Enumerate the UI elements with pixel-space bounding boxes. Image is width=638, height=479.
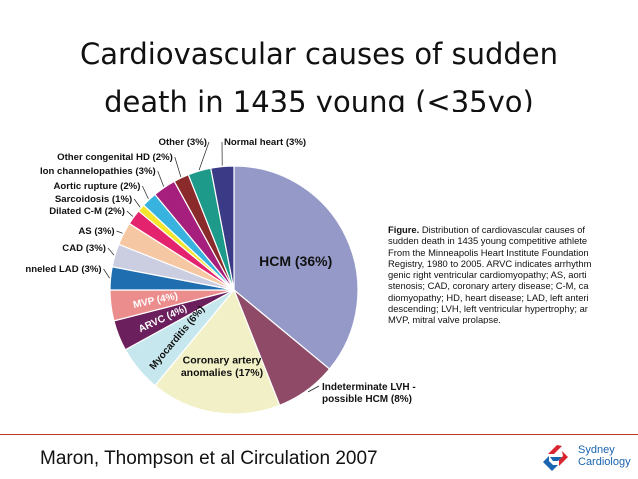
leader-line-14 — [198, 141, 210, 171]
slice-label-2-line0: Coronary artery — [183, 354, 262, 366]
leader-line-12 — [157, 170, 165, 187]
outside-label-6: nneled LAD (3%) — [25, 264, 101, 275]
outside-label-9: Dilated C-M (2%) — [49, 206, 125, 217]
leader-line-7 — [107, 247, 115, 256]
outside-label-10: Sarcoidosis (1%) — [55, 194, 132, 205]
caption-line1: Distribution of cardiovascular causes of — [419, 224, 585, 235]
slice-label-1-line0: Indeterminate LVH - — [322, 382, 416, 393]
pie-slice-15 — [210, 165, 235, 291]
caption-line9: MVP, mitral valve prolapse. — [388, 314, 501, 324]
outside-label-15: Normal heart (3%) — [224, 137, 306, 148]
caption-line7: diomyopathy; HD, heart disease; LAD, lef… — [388, 291, 589, 303]
slice-label-0-line0: HCM (36%) — [259, 253, 332, 269]
pie-slice-2 — [154, 288, 281, 415]
caption-line8: descending; LVH, left ventricular hypert… — [388, 303, 588, 315]
slice-label-1-line1: possible HCM (8%) — [322, 394, 412, 405]
caption-line5: genic right ventricular cardiomyopathy; … — [388, 269, 587, 281]
leader-line-13 — [174, 156, 182, 178]
logo-mark-icon — [543, 445, 568, 471]
sydney-cardiology-logo: Sydney Cardiology — [540, 443, 634, 473]
leader-line-9 — [126, 210, 134, 217]
caption-line3: From the Minneapolis Heart Institute Fou… — [388, 246, 589, 258]
logo-text-line1: Sydney — [578, 444, 615, 456]
leader-line-11 — [142, 185, 149, 200]
logo-text-line2: Cardiology — [578, 456, 631, 468]
outside-label-11: Aortic rupture (2%) — [54, 181, 141, 192]
leader-line-1 — [307, 385, 320, 393]
outside-label-7: CAD (3%) — [62, 243, 106, 254]
leader-line-8 — [116, 230, 123, 234]
citation: Maron, Thompson et al Circulation 2007 — [40, 448, 378, 469]
caption-line2: sudden death in 1435 young competitive a… — [388, 235, 588, 247]
outside-label-14: Other (3%) — [158, 137, 207, 148]
slide-title-line1: Cardiovascular causes of sudden — [79, 37, 559, 71]
leader-line-6 — [103, 268, 110, 279]
caption-lead: Figure. — [388, 224, 420, 235]
slice-label-2-line1: anomalies (17%) — [181, 367, 263, 379]
title-crop-mask — [0, 112, 638, 136]
outside-label-13: Other congenital HD (2%) — [57, 152, 173, 163]
caption-line4: Registry, 1980 to 2005. ARVC indicates a… — [388, 257, 592, 269]
caption-line6: stenosis; CAD, coronary artery disease; … — [388, 280, 589, 292]
outside-label-8: AS (3%) — [78, 226, 114, 237]
slide-title: Cardiovascular causes of sudden death in… — [0, 30, 638, 126]
footer-divider — [0, 434, 638, 435]
pie-slice-0 — [233, 165, 359, 370]
figure-caption: Figure. Distribution of cardiovascular c… — [388, 224, 638, 324]
leader-line-10 — [133, 198, 141, 208]
outside-label-12: Ion channelopathies (3%) — [40, 166, 156, 177]
